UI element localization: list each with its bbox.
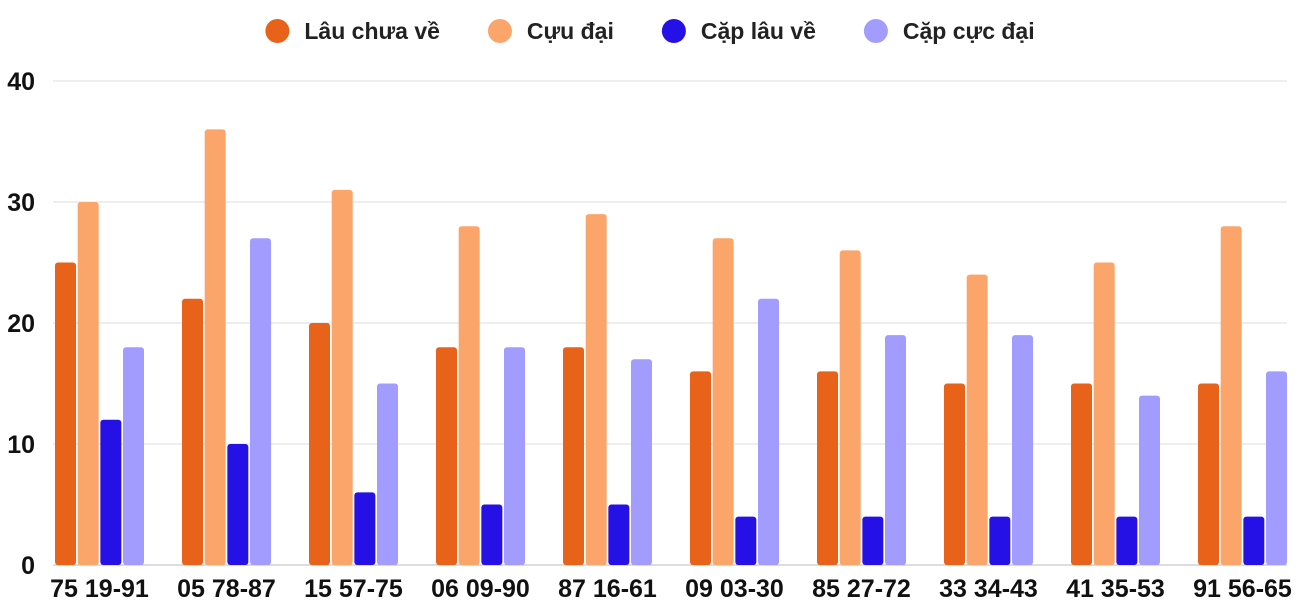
y-tick-label: 30 [7,189,35,217]
legend: Lâu chưa về Cựu đại Cặp lâu về Cặp cực đại [265,18,1035,44]
bar [944,383,965,565]
bar [77,202,99,565]
legend-swatch [661,19,686,43]
bars [55,129,1288,566]
bar [504,347,526,565]
x-category-label: 05 78-87 [177,575,276,600]
legend-swatch [863,19,888,43]
bar [735,516,757,565]
bar [690,371,711,565]
bar [182,298,203,565]
bar [839,250,861,565]
y-tick-label: 40 [7,68,35,96]
bar [1198,383,1219,565]
bar [227,444,249,565]
bar [608,504,630,565]
bar [862,516,884,565]
x-category-label: 06 09-90 [431,575,530,600]
bar [563,347,584,565]
bar [458,226,480,565]
bar [1220,226,1242,565]
x-category-label: 85 27-72 [812,575,911,600]
bar [1139,395,1161,565]
bar [1012,335,1034,565]
x-category-label: 33 34-43 [939,575,1038,600]
bar [1243,516,1265,565]
x-category-label: 75 19-91 [50,575,149,600]
legend-swatch [265,19,290,43]
bar [204,129,226,565]
bar [1071,383,1092,565]
bar [331,189,353,565]
x-category-label: 41 35-53 [1066,575,1165,600]
bar [817,371,838,565]
bar [758,298,780,565]
y-axis-ticks: 0 10 20 30 40 [7,68,35,580]
x-category-label: 09 03-30 [685,575,784,600]
bar [885,335,907,565]
y-tick-label: 10 [7,431,35,459]
bar [377,383,399,565]
legend-label: Lâu chưa về [304,18,440,44]
bar [1266,371,1288,565]
y-tick-label: 0 [21,552,35,580]
bar [354,492,376,565]
bar [250,238,272,566]
legend-label: Cựu đại [527,18,614,44]
x-category-label: 91 56-65 [1193,575,1292,600]
y-tick-label: 20 [7,310,35,338]
bar [123,347,145,565]
bar [481,504,503,565]
x-axis-categories: 75 19-91 05 78-87 15 57-75 06 09-90 87 16-61… [50,575,1292,600]
legend-item: Cựu đại [487,18,614,44]
legend-label: Cặp cực đại [903,18,1035,44]
bar [309,323,330,565]
x-category-label: 87 16-61 [558,575,657,600]
x-category-label: 15 57-75 [304,575,403,600]
bar [989,516,1011,565]
legend-label: Cặp lâu về [701,18,816,44]
legend-item: Cặp cực đại [863,18,1035,44]
bar [585,214,607,565]
bar [712,238,734,566]
bar [100,419,122,565]
legend-item: Cặp lâu về [661,18,816,44]
bar [631,359,653,565]
legend-item: Lâu chưa về [265,18,440,44]
legend-swatch [487,19,512,43]
bar [1116,516,1138,565]
bar [436,347,457,565]
bar [966,274,988,565]
bar [55,262,76,565]
bar [1093,262,1115,565]
